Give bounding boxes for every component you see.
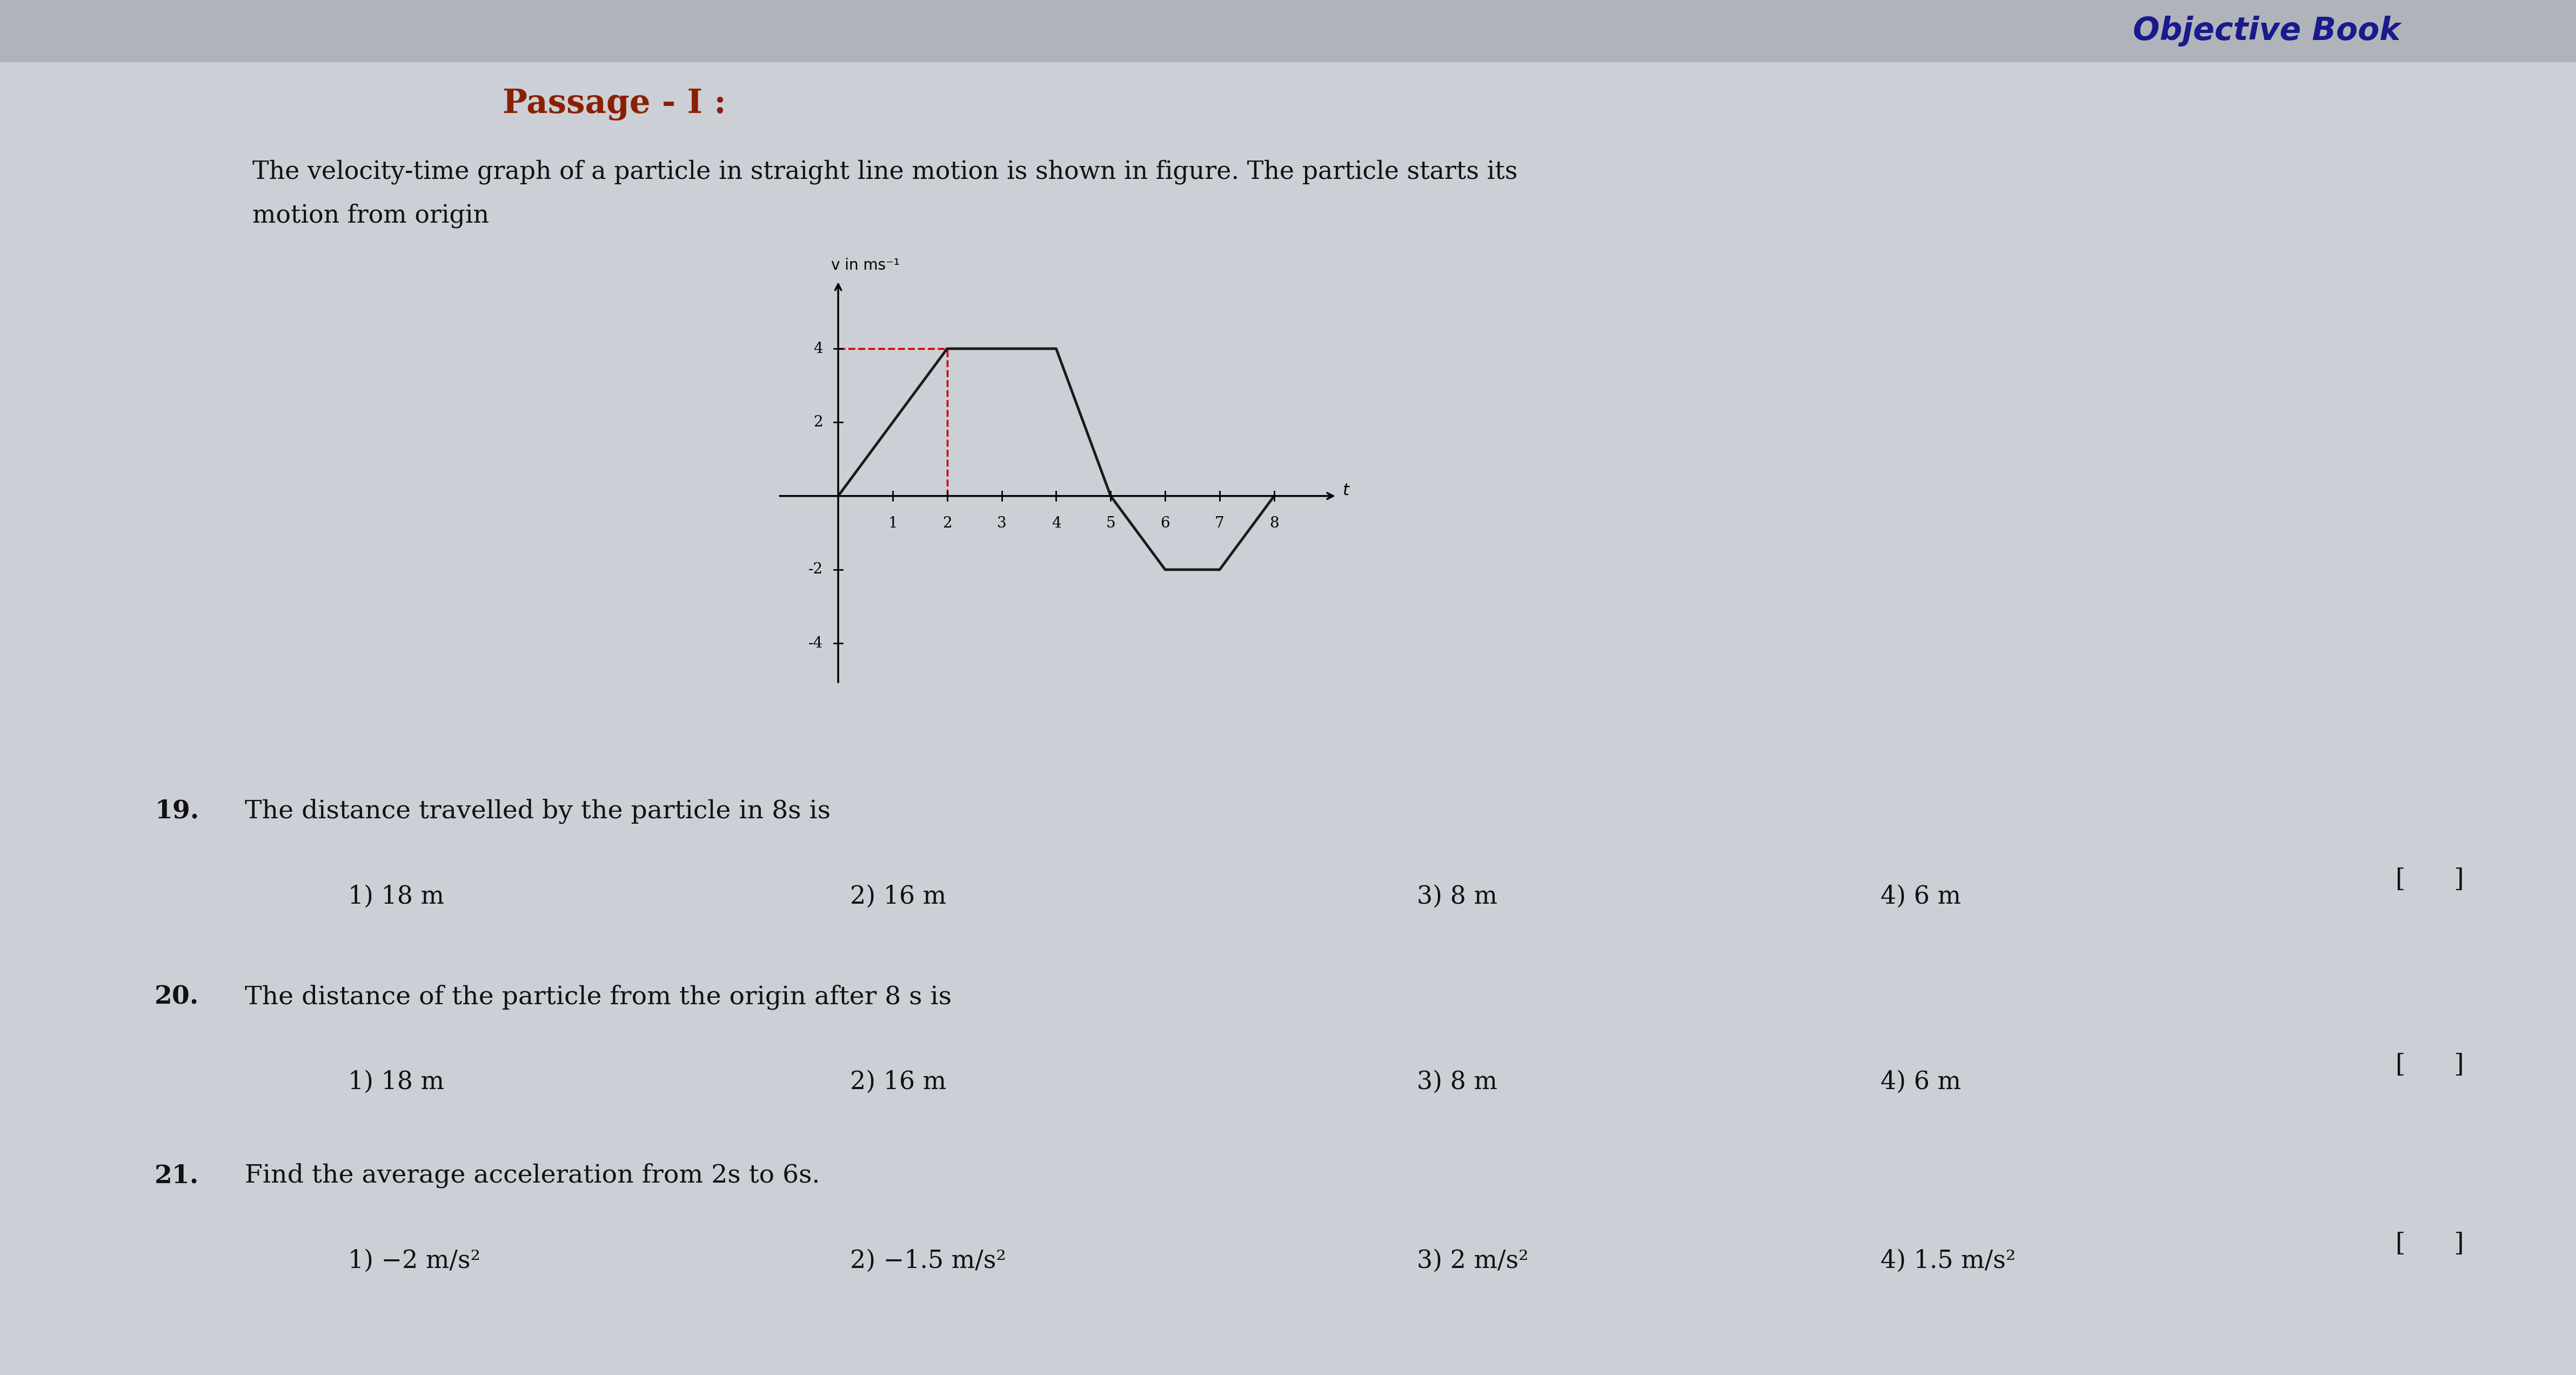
Text: 3) 8 m: 3) 8 m [1417,1070,1497,1094]
Text: motion from origin: motion from origin [252,204,489,228]
Text: 4: 4 [1051,516,1061,531]
Text: -4: -4 [809,637,822,650]
Text: v in ms⁻¹: v in ms⁻¹ [832,258,899,274]
Text: [      ]: [ ] [2396,1053,2465,1078]
Text: The velocity-time graph of a particle in straight line motion is shown in figure: The velocity-time graph of a particle in… [252,160,1517,184]
Text: 2) 16 m: 2) 16 m [850,1070,945,1094]
Text: The distance of the particle from the origin after 8 s is: The distance of the particle from the or… [245,984,951,1009]
Text: 3) 8 m: 3) 8 m [1417,884,1497,909]
Text: 1) −2 m/s²: 1) −2 m/s² [348,1249,479,1273]
Text: 3: 3 [997,516,1007,531]
Text: 21.: 21. [155,1163,198,1188]
Text: 6: 6 [1159,516,1170,531]
Text: [      ]: [ ] [2396,868,2465,892]
Text: 2) −1.5 m/s²: 2) −1.5 m/s² [850,1249,1007,1273]
Text: 4: 4 [814,341,822,356]
Text: -2: -2 [809,562,822,577]
Text: 3) 2 m/s²: 3) 2 m/s² [1417,1249,1528,1273]
Text: Passage - I :: Passage - I : [502,88,726,121]
Text: 2: 2 [814,415,822,429]
Text: 1: 1 [889,516,896,531]
Text: 19.: 19. [155,799,198,824]
Text: 8: 8 [1270,516,1278,531]
Text: t: t [1342,483,1350,498]
Text: 7: 7 [1216,516,1224,531]
Text: 4) 1.5 m/s²: 4) 1.5 m/s² [1880,1249,2014,1273]
Text: 2) 16 m: 2) 16 m [850,884,945,909]
Text: The distance travelled by the particle in 8s is: The distance travelled by the particle i… [245,799,829,824]
Bar [0,0,2576,62]
Text: 1) 18 m: 1) 18 m [348,884,443,909]
Text: 4) 6 m: 4) 6 m [1880,1070,1960,1094]
Text: 4) 6 m: 4) 6 m [1880,884,1960,909]
Text: 20.: 20. [155,984,198,1009]
Text: Objective Book: Objective Book [2133,15,2401,47]
Text: Find the average acceleration from 2s to 6s.: Find the average acceleration from 2s to… [245,1163,819,1188]
Text: 2: 2 [943,516,953,531]
Text: [      ]: [ ] [2396,1232,2465,1257]
Text: 5: 5 [1105,516,1115,531]
Text: 1) 18 m: 1) 18 m [348,1070,443,1094]
